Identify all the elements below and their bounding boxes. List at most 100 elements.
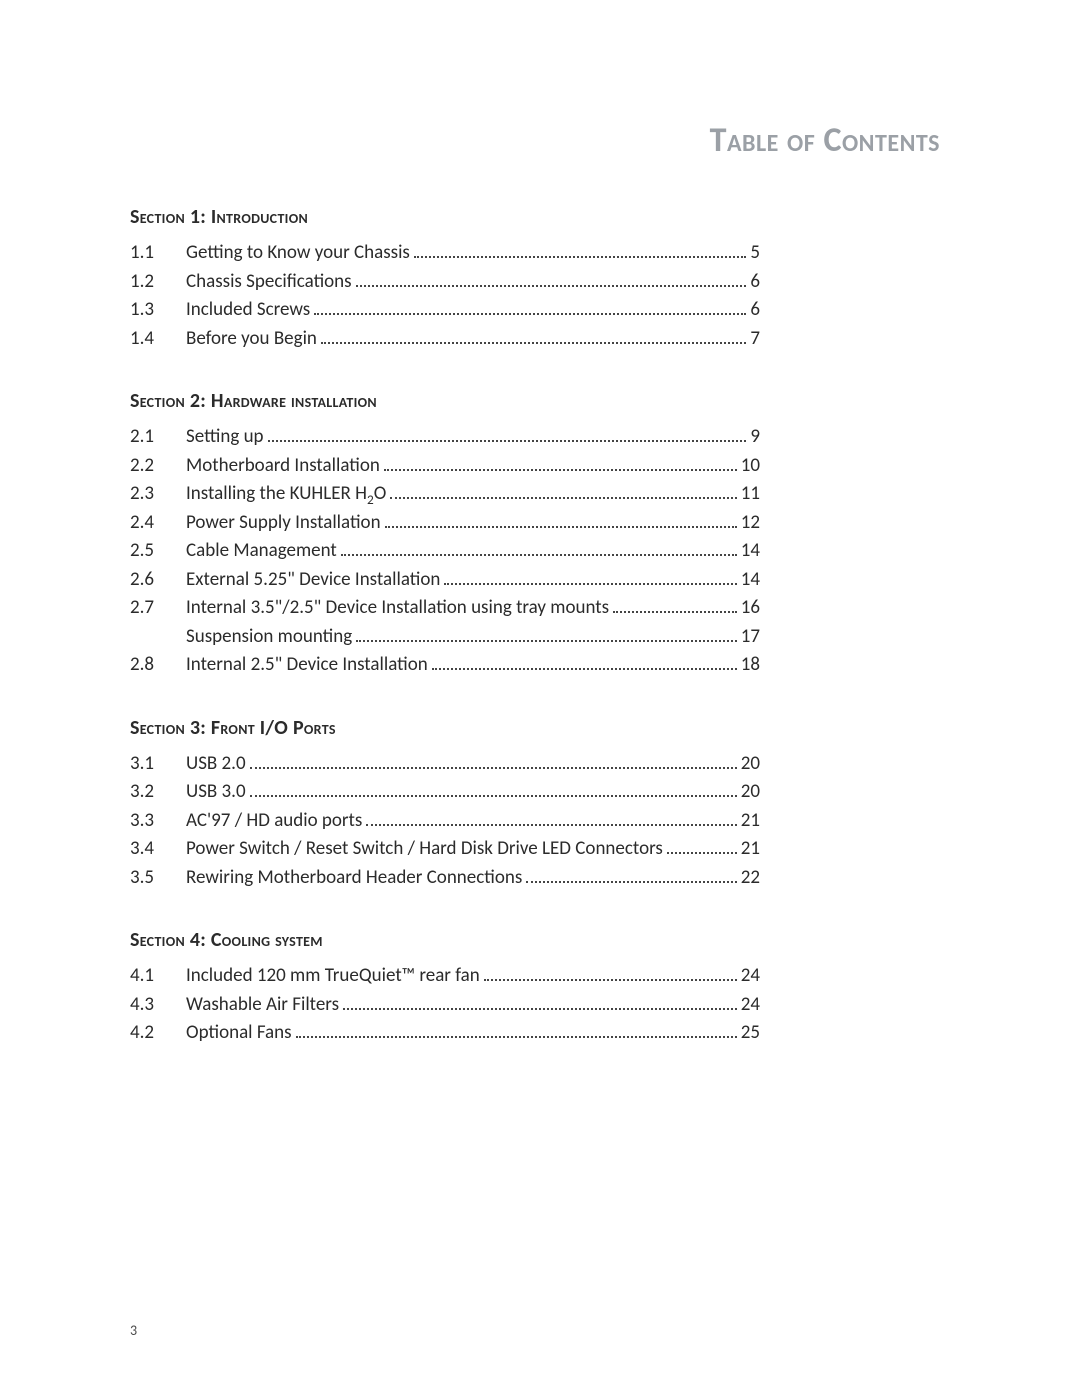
toc-label: USB 3.0 xyxy=(186,778,246,807)
toc-label: Before you Begin xyxy=(186,325,317,354)
section-heading: Section 3: Front I/O Ports xyxy=(130,716,950,740)
toc-label: USB 2.0 xyxy=(186,750,246,779)
toc-row: 2.3Installing the KUHLER H2O 11 xyxy=(130,480,760,509)
toc-row: 2.4Power Supply Installation12 xyxy=(130,509,760,538)
toc-leader-dots xyxy=(432,668,737,670)
toc-number: 2.3 xyxy=(130,480,186,509)
toc-row: 1.3Included Screws 6 xyxy=(130,296,760,325)
toc-label: Setting up xyxy=(186,423,264,452)
toc-label: Washable Air Filters xyxy=(186,991,339,1020)
toc-label: Included 120 mm TrueQuiet™ rear fan xyxy=(186,962,480,991)
toc-number: 1.2 xyxy=(130,268,186,297)
toc-label: Installing the KUHLER H2O xyxy=(186,480,386,509)
toc-page: 21 xyxy=(741,835,760,864)
toc-page: 24 xyxy=(741,991,760,1020)
toc-leader-dots xyxy=(390,497,736,499)
toc-leader-dots xyxy=(385,526,737,528)
section-heading: Section 4: Cooling system xyxy=(130,928,950,952)
toc-page: 10 xyxy=(741,452,760,481)
toc-page: 18 xyxy=(741,651,760,680)
toc-leader-dots xyxy=(314,313,746,315)
toc-page: 12 xyxy=(741,509,760,538)
toc-number: 2.6 xyxy=(130,566,186,595)
toc-label: Getting to Know your Chassis xyxy=(186,239,410,268)
toc-label: Internal 3.5"/2.5" Device Installation u… xyxy=(186,594,609,623)
toc-row: 1.1Getting to Know your Chassis 5 xyxy=(130,239,760,268)
toc-number: 2.1 xyxy=(130,423,186,452)
toc-leader-dots xyxy=(356,285,747,287)
toc-row: 4.3Washable Air Filters 24 xyxy=(130,991,760,1020)
toc-number: 3.3 xyxy=(130,807,186,836)
toc-page: 7 xyxy=(750,325,760,354)
toc-row: 3.2USB 3.0 20 xyxy=(130,778,760,807)
toc-leader-dots xyxy=(296,1036,737,1038)
page-title: Table of Contents xyxy=(130,120,950,161)
toc-number: 3.2 xyxy=(130,778,186,807)
toc-row: 4.1Included 120 mm TrueQuiet™ rear fan24 xyxy=(130,962,760,991)
toc-row: 1.2Chassis Specifications 6 xyxy=(130,268,760,297)
toc-row: 2.5Cable Management 14 xyxy=(130,537,760,566)
toc-label: External 5.25" Device Installation xyxy=(186,566,440,595)
toc-leader-dots xyxy=(384,469,737,471)
toc-row: 1.4Before you Begin 7 xyxy=(130,325,760,354)
toc-label: Suspension mounting xyxy=(186,623,352,652)
toc-label: Optional Fans xyxy=(186,1019,292,1048)
toc-row: 2.2Motherboard Installation 10 xyxy=(130,452,760,481)
toc-leader-dots xyxy=(484,979,737,981)
toc-leader-dots xyxy=(366,824,736,826)
toc-number: 1.4 xyxy=(130,325,186,354)
toc-number: 4.1 xyxy=(130,962,186,991)
toc-row: Suspension mounting 17 xyxy=(130,623,760,652)
toc-container: Section 1: Introduction 1.1Getting to Kno… xyxy=(130,205,950,1048)
toc-number: 3.5 xyxy=(130,864,186,893)
page-number: 3 xyxy=(130,1322,137,1339)
toc-row: 2.6External 5.25" Device Installation 14 xyxy=(130,566,760,595)
toc-number: 4.3 xyxy=(130,991,186,1020)
section-heading: Section 2: Hardware installation xyxy=(130,389,950,413)
toc-leader-dots xyxy=(341,554,737,556)
toc-number: 1.3 xyxy=(130,296,186,325)
toc-page: 20 xyxy=(741,778,760,807)
toc-page: 14 xyxy=(741,566,760,595)
toc-page: 25 xyxy=(741,1019,760,1048)
toc-page: 11 xyxy=(741,480,760,509)
toc-label: Power Switch / Reset Switch / Hard Disk … xyxy=(186,835,663,864)
toc-number: 2.7 xyxy=(130,594,186,623)
toc-page: 14 xyxy=(741,537,760,566)
toc-label: Motherboard Installation xyxy=(186,452,380,481)
toc-row: 2.8Internal 2.5" Device Installation18 xyxy=(130,651,760,680)
toc-leader-dots xyxy=(268,440,747,442)
toc-leader-dots xyxy=(250,767,737,769)
toc-leader-dots xyxy=(526,881,736,883)
toc-row: 4.2Optional Fans 25 xyxy=(130,1019,760,1048)
toc-page: 6 xyxy=(750,268,760,297)
toc-number: 4.2 xyxy=(130,1019,186,1048)
toc-leader-dots xyxy=(667,852,737,854)
toc-page: 22 xyxy=(741,864,760,893)
toc-label: Internal 2.5" Device Installation xyxy=(186,651,428,680)
toc-number: 1.1 xyxy=(130,239,186,268)
toc-number: 3.4 xyxy=(130,835,186,864)
toc-label: Cable Management xyxy=(186,537,337,566)
toc-leader-dots xyxy=(321,342,746,344)
toc-leader-dots xyxy=(356,640,737,642)
toc-page: 17 xyxy=(741,623,760,652)
toc-page: 20 xyxy=(741,750,760,779)
toc-row: 3.5Rewiring Motherboard Header Connectio… xyxy=(130,864,760,893)
toc-number: 2.4 xyxy=(130,509,186,538)
toc-page: 9 xyxy=(750,423,760,452)
toc-row: 3.4Power Switch / Reset Switch / Hard Di… xyxy=(130,835,760,864)
toc-row: 3.3AC'97 / HD audio ports21 xyxy=(130,807,760,836)
toc-page: 16 xyxy=(741,594,760,623)
toc-page: 21 xyxy=(741,807,760,836)
toc-label: Chassis Specifications xyxy=(186,268,352,297)
toc-row: 2.1Setting up 9 xyxy=(130,423,760,452)
toc-label: Included Screws xyxy=(186,296,310,325)
toc-row: 2.7Internal 3.5"/2.5" Device Installatio… xyxy=(130,594,760,623)
toc-row: 3.1USB 2.020 xyxy=(130,750,760,779)
toc-page: 6 xyxy=(750,296,760,325)
toc-number: 2.2 xyxy=(130,452,186,481)
section-heading: Section 1: Introduction xyxy=(130,205,950,229)
toc-number: 2.5 xyxy=(130,537,186,566)
toc-page: 5 xyxy=(750,239,760,268)
